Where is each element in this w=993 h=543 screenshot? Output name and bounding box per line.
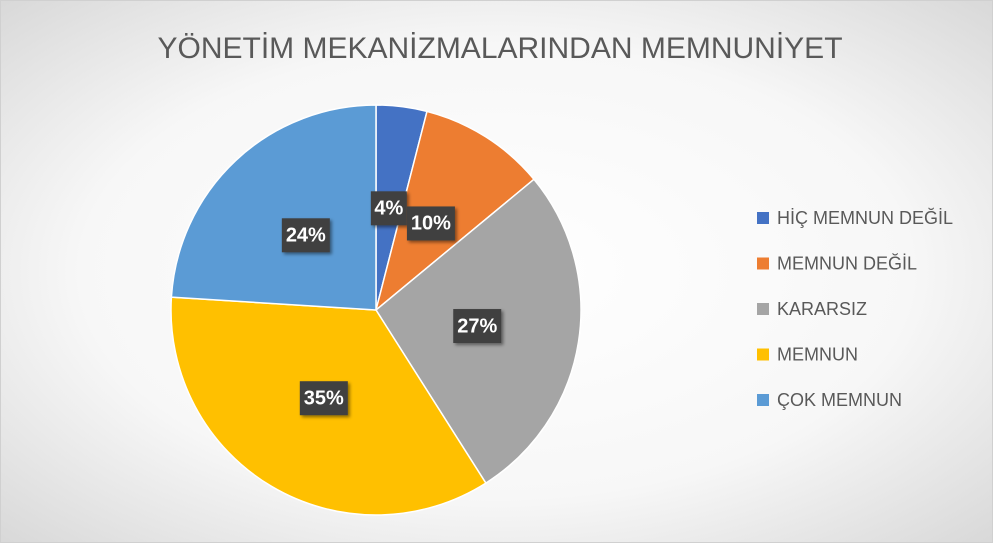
data-label-box [453, 309, 502, 344]
pie-slice [170, 104, 377, 311]
legend-label: HİÇ MEMNUN DEĞİL [777, 207, 953, 228]
legend-swatch [757, 212, 769, 224]
data-label: 4% [374, 198, 403, 220]
data-label-box [406, 206, 455, 241]
chart-title: YÖNETİM MEKANİZMALARINDAN MEMNUNİYET [157, 32, 842, 65]
data-label: 10% [411, 213, 451, 235]
legend-label: KARARSIZ [777, 299, 867, 319]
data-label-box [299, 381, 348, 416]
data-label: 24% [286, 225, 326, 247]
data-label-box [281, 218, 330, 253]
legend-swatch [757, 394, 769, 406]
data-label: 35% [304, 388, 344, 410]
data-label: 27% [457, 315, 497, 337]
legend-label: MEMNUN [777, 344, 858, 364]
data-label-box [370, 191, 407, 226]
legend-swatch [757, 303, 769, 315]
legend-swatch [757, 348, 769, 361]
legend-label: MEMNUN DEĞİL [777, 252, 917, 273]
legend-label: ÇOK MEMNUN [777, 390, 902, 410]
legend-swatch [757, 257, 769, 270]
pie-slice [374, 110, 536, 313]
